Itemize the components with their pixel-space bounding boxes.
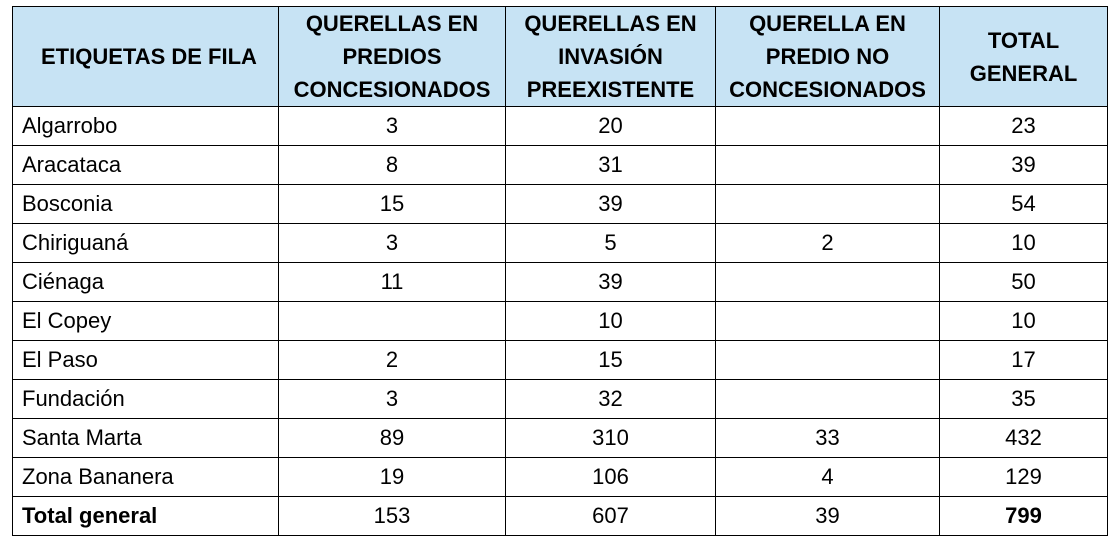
cell-concesionados: 15 xyxy=(278,184,506,224)
row-label: Zona Bananera xyxy=(12,457,279,497)
cell-no-concesionados xyxy=(715,145,940,185)
cell-concesionados: 19 xyxy=(278,457,506,497)
cell-no-concesionados: 33 xyxy=(715,418,940,458)
header-line: CONCESIONADOS xyxy=(729,77,926,102)
cell-concesionados: 8 xyxy=(278,145,506,185)
header-querellas-invasion: QUERELLAS EN INVASIÓN PREEXISTENTE xyxy=(505,6,716,107)
cell-invasion: 32 xyxy=(505,379,716,419)
header-line: QUERELLA EN xyxy=(749,11,906,36)
total-concesionados: 153 xyxy=(278,496,506,536)
cell-total: 10 xyxy=(939,223,1108,263)
row-label: El Paso xyxy=(12,340,279,380)
cell-invasion: 5 xyxy=(505,223,716,263)
cell-no-concesionados xyxy=(715,262,940,302)
table-row: Bosconia 15 39 54 xyxy=(12,184,1108,224)
cell-invasion: 31 xyxy=(505,145,716,185)
row-label: Chiriguaná xyxy=(12,223,279,263)
header-line: GENERAL xyxy=(969,60,1078,86)
header-line: PREDIO NO xyxy=(765,44,890,69)
header-total-general: TOTAL GENERAL xyxy=(939,6,1108,107)
header-line: QUERELLAS EN xyxy=(305,11,479,36)
table-row: Aracataca 8 31 39 xyxy=(12,145,1108,185)
cell-no-concesionados xyxy=(715,106,940,146)
cell-concesionados: 89 xyxy=(278,418,506,458)
cell-no-concesionados xyxy=(715,184,940,224)
total-no-concesionados: 39 xyxy=(715,496,940,536)
cell-concesionados: 3 xyxy=(278,106,506,146)
cell-total: 23 xyxy=(939,106,1108,146)
header-line: PREEXISTENTE xyxy=(526,77,695,102)
cell-no-concesionados xyxy=(715,340,940,380)
table-row: El Copey 10 10 xyxy=(12,301,1108,341)
cell-total: 432 xyxy=(939,418,1108,458)
cell-invasion: 310 xyxy=(505,418,716,458)
header-querellas-concesionados: QUERELLAS EN PREDIOS CONCESIONADOS xyxy=(278,6,506,107)
header-line: QUERELLAS EN xyxy=(524,11,697,36)
cell-no-concesionados: 2 xyxy=(715,223,940,263)
total-label: Total general xyxy=(12,496,279,536)
cell-invasion: 10 xyxy=(505,301,716,341)
cell-total: 50 xyxy=(939,262,1108,302)
cell-invasion: 106 xyxy=(505,457,716,497)
header-line: TOTAL xyxy=(987,27,1060,53)
cell-invasion: 15 xyxy=(505,340,716,380)
total-invasion: 607 xyxy=(505,496,716,536)
cell-total: 10 xyxy=(939,301,1108,341)
row-label: Santa Marta xyxy=(12,418,279,458)
header-line: CONCESIONADOS xyxy=(293,77,491,102)
cell-no-concesionados xyxy=(715,301,940,341)
table-row: Chiriguaná 3 5 2 10 xyxy=(12,223,1108,263)
header-querella-no-concesionados: QUERELLA EN PREDIO NO CONCESIONADOS xyxy=(715,6,940,107)
cell-concesionados: 2 xyxy=(278,340,506,380)
row-label: El Copey xyxy=(12,301,279,341)
row-label: Algarrobo xyxy=(12,106,279,146)
cell-concesionados: 3 xyxy=(278,379,506,419)
cell-total: 35 xyxy=(939,379,1108,419)
cell-total: 39 xyxy=(939,145,1108,185)
header-row-labels: ETIQUETAS DE FILA xyxy=(12,6,279,107)
header-line: PREDIOS xyxy=(342,44,442,69)
cell-total: 129 xyxy=(939,457,1108,497)
total-row: Total general 153 607 39 799 xyxy=(12,496,1108,536)
cell-total: 17 xyxy=(939,340,1108,380)
querellas-table: ETIQUETAS DE FILA QUERELLAS EN PREDIOS C… xyxy=(12,6,1108,536)
table-row: Algarrobo 3 20 23 xyxy=(12,106,1108,146)
row-label: Fundación xyxy=(12,379,279,419)
header-row: ETIQUETAS DE FILA QUERELLAS EN PREDIOS C… xyxy=(12,6,1108,107)
table-row: Santa Marta 89 310 33 432 xyxy=(12,418,1108,458)
grand-total: 799 xyxy=(939,496,1108,536)
table-row: Fundación 3 32 35 xyxy=(12,379,1108,419)
cell-total: 54 xyxy=(939,184,1108,224)
table-row: El Paso 2 15 17 xyxy=(12,340,1108,380)
table-row: Zona Bananera 19 106 4 129 xyxy=(12,457,1108,497)
cell-no-concesionados xyxy=(715,379,940,419)
cell-invasion: 39 xyxy=(505,184,716,224)
cell-concesionados xyxy=(278,301,506,341)
cell-invasion: 39 xyxy=(505,262,716,302)
cell-concesionados: 3 xyxy=(278,223,506,263)
row-label: Ciénaga xyxy=(12,262,279,302)
header-line: INVASIÓN xyxy=(558,44,663,69)
cell-invasion: 20 xyxy=(505,106,716,146)
cell-no-concesionados: 4 xyxy=(715,457,940,497)
header-line: ETIQUETAS DE FILA xyxy=(41,44,257,69)
row-label: Bosconia xyxy=(12,184,279,224)
cell-concesionados: 11 xyxy=(278,262,506,302)
row-label: Aracataca xyxy=(12,145,279,185)
table-row: Ciénaga 11 39 50 xyxy=(12,262,1108,302)
